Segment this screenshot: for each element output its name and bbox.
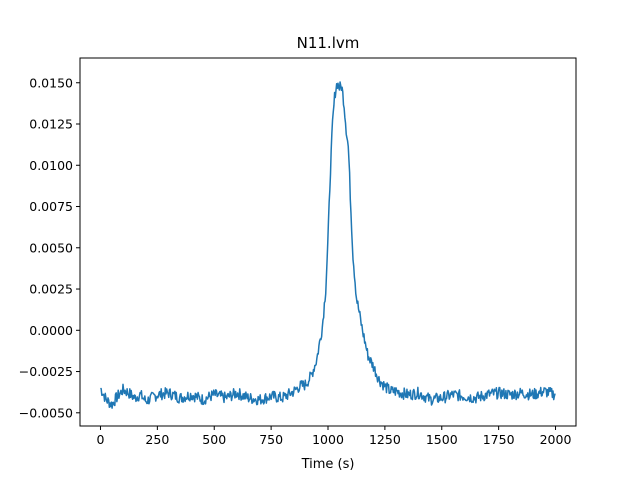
x-tick-label: 750 — [259, 432, 283, 447]
plot-area — [99, 81, 556, 409]
x-tick-label: 1750 — [483, 432, 515, 447]
y-tick-label: 0.0100 — [29, 158, 73, 173]
x-tick-label: 2000 — [540, 432, 572, 447]
x-axis-label: Time (s) — [301, 457, 355, 472]
y-tick-label: 0.0025 — [29, 282, 73, 297]
x-tick-label: 1500 — [426, 432, 458, 447]
y-tick-label: −0.0050 — [19, 405, 73, 420]
y-tick-label: 0.0050 — [29, 240, 73, 255]
y-tick-label: 0.0150 — [29, 75, 73, 90]
y-axis: −0.0050 −0.0025 0.0000 0.0025 0.0050 0.0075 0.… — [19, 75, 80, 420]
chart-title: N11.lvm — [297, 34, 360, 52]
x-tick-label: 500 — [202, 432, 226, 447]
x-tick-label: 1250 — [369, 432, 401, 447]
y-tick-label: 0.0075 — [29, 199, 73, 214]
x-axis: 0 250 500 750 1000 1250 1500 1750 2000 — [97, 426, 572, 447]
x-tick-label: 250 — [145, 432, 169, 447]
y-tick-label: 0.0125 — [29, 117, 73, 132]
y-tick-label: −0.0025 — [19, 364, 73, 379]
y-tick-label: 0.0000 — [29, 323, 73, 338]
x-tick-label: 0 — [97, 432, 105, 447]
x-tick-label: 1000 — [312, 432, 344, 447]
series-line — [99, 81, 556, 409]
